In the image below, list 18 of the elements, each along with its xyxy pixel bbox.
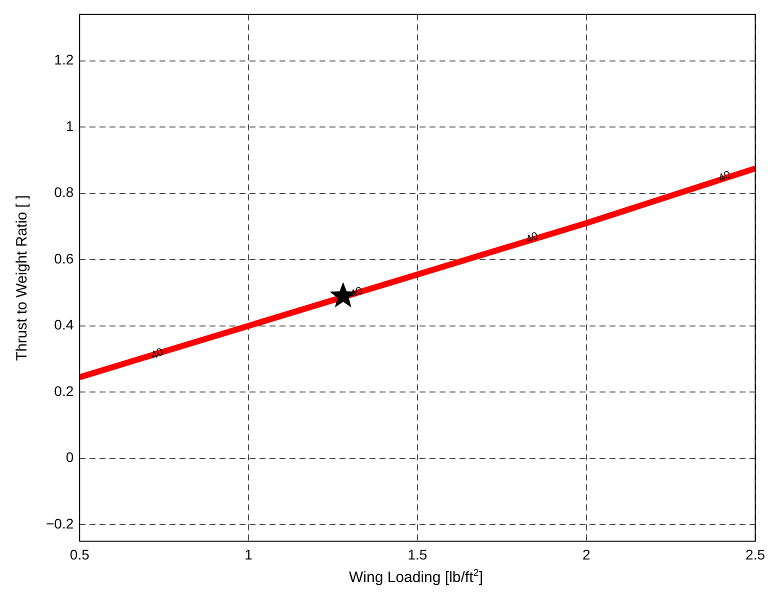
y-tick-label: 0.6 xyxy=(54,250,74,266)
annotation: 40 xyxy=(149,346,166,362)
annotation: 40 xyxy=(716,168,733,185)
y-tick-label: 0 xyxy=(66,449,74,466)
y-tick-label: 0.2 xyxy=(54,382,74,399)
x-tick-label: 0.5 xyxy=(70,546,90,562)
x-tick-label: 2.5 xyxy=(746,546,766,562)
y-tick-label: 1.2 xyxy=(54,52,74,68)
x-tick-label: 1 xyxy=(244,546,253,562)
x-tick-label: 2 xyxy=(582,546,590,562)
annotation: 40 xyxy=(524,230,540,246)
y-tick-label: −0.2 xyxy=(46,515,74,532)
y-tick-label: 0.8 xyxy=(54,184,74,200)
y-tick-label: 0.4 xyxy=(54,316,74,333)
y-tick-label: 1 xyxy=(66,118,74,134)
x-axis-title: Wing Loading [lb/ft$^{2}$] xyxy=(348,568,484,586)
x-tick-label: 1.5 xyxy=(408,546,428,562)
y-axis-title: Thrust to Weight Ratio [ ] xyxy=(14,195,30,361)
